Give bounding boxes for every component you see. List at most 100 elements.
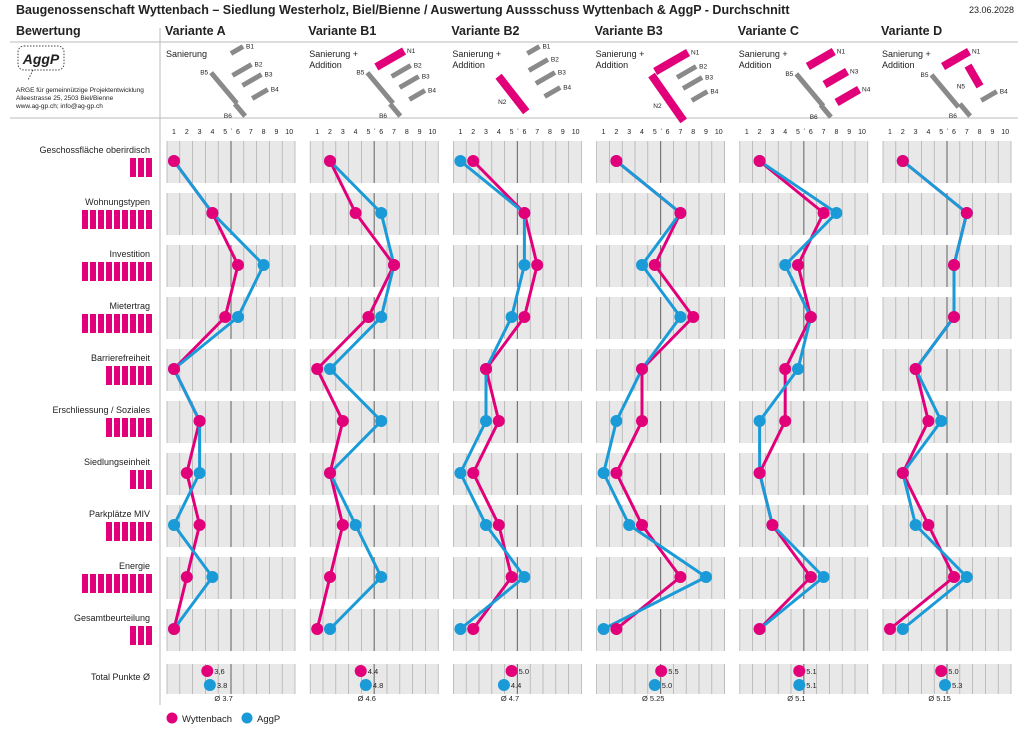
x-tick-label: 4 [497, 129, 501, 136]
series-line-aggp [602, 159, 708, 631]
total-value: 5.0 [948, 667, 958, 676]
legend-swatch [241, 712, 253, 724]
x-tick-label: 1 [745, 129, 749, 136]
data-point-wyttenbach [232, 259, 244, 271]
x-tick-label: 8 [691, 129, 695, 136]
weight-bar [146, 262, 152, 281]
weight-bar [146, 574, 152, 593]
data-point-wyttenbach [336, 415, 349, 427]
weight-bar [138, 574, 144, 593]
weight-bar [138, 262, 144, 281]
building-b2 [527, 57, 550, 73]
data-point-aggp [454, 467, 467, 479]
data-point-aggp [518, 259, 531, 271]
series-line-aggp [758, 159, 838, 631]
data-point-wyttenbach [492, 415, 505, 427]
weight-bar [90, 210, 96, 229]
building-b2 [390, 63, 412, 79]
data-point-wyttenbach [960, 207, 973, 219]
x-tick-label: 1 [888, 129, 892, 136]
x-tick-label: 9 [274, 129, 278, 136]
variant-description: Sanierung + Addition [309, 49, 358, 70]
building-label: B4 [710, 89, 718, 96]
variant-description: Sanierung + Addition [596, 49, 645, 70]
x-tick-label: 4 [354, 129, 358, 136]
weight-bar [130, 522, 136, 541]
data-point-wyttenbach [467, 467, 480, 479]
weight-bar [90, 574, 96, 593]
data-point-wyttenbach [180, 467, 193, 479]
x-tick-label: 5 [223, 129, 227, 136]
tick-separator: ' [374, 129, 375, 135]
data-point-wyttenbach [753, 155, 766, 167]
x-tick-label: 9 [418, 129, 422, 136]
data-point-wyttenbach [804, 571, 817, 583]
variant-description: Sanierung + Addition [882, 49, 931, 70]
total-value: 4.8 [373, 681, 383, 690]
address-line: Alleestrasse 25, 2503 Biel/Bienne [16, 95, 114, 102]
data-point-wyttenbach [505, 571, 518, 583]
x-tick-label: 8 [548, 129, 552, 136]
x-tick-label: 5 [796, 129, 800, 136]
series-line-wyttenbach [315, 160, 396, 630]
weight-bar [82, 262, 88, 281]
x-tick-label: 6 [236, 129, 240, 136]
x-tick-label: 1 [458, 129, 462, 136]
weight-bar [146, 158, 152, 177]
criterion-label: Barrierefreiheit [91, 353, 151, 363]
weight-bar [130, 158, 136, 177]
weight-bar [130, 314, 136, 333]
building-label: B5 [200, 70, 208, 77]
data-point-aggp [935, 415, 948, 427]
data-point-aggp [817, 571, 830, 583]
data-point-wyttenbach [948, 259, 960, 271]
total-point-aggp [793, 679, 806, 691]
weight-bar [130, 574, 136, 593]
data-point-wyttenbach [804, 311, 817, 323]
weight-bar [106, 366, 112, 385]
building-b5 [794, 72, 826, 108]
weight-bar [106, 418, 112, 437]
data-point-wyttenbach [948, 571, 960, 583]
x-tick-label: 6 [666, 129, 670, 136]
weight-bar [130, 470, 136, 489]
tick-separator: ' [231, 129, 232, 135]
weight-bar [122, 314, 128, 333]
criterion-label: Geschossfläche oberirdisch [39, 145, 150, 155]
total-point-wyttenbach [354, 665, 367, 677]
data-point-wyttenbach [674, 207, 687, 219]
building-label: B1 [542, 44, 550, 51]
data-point-wyttenbach [324, 155, 336, 167]
data-point-aggp [753, 415, 766, 427]
total-value: 5.3 [952, 681, 962, 690]
data-point-aggp [324, 623, 336, 635]
building-label: N1 [972, 49, 981, 56]
weight-bar [106, 262, 112, 281]
data-point-aggp [623, 519, 636, 531]
weight-bar [98, 314, 104, 333]
building-b2 [675, 64, 698, 80]
legend-label: Wyttenbach [182, 714, 232, 725]
x-tick-label: 1 [602, 129, 606, 136]
data-point-wyttenbach [753, 467, 766, 479]
data-point-wyttenbach [636, 415, 648, 427]
logo-bubble [17, 45, 65, 71]
series-line-aggp [901, 159, 969, 631]
data-point-wyttenbach [388, 259, 400, 271]
building-label: N5 [957, 83, 966, 90]
data-point-aggp [960, 571, 973, 583]
weight-bar [90, 262, 96, 281]
series-line-aggp [172, 160, 266, 630]
x-tick-label: 2 [328, 129, 332, 136]
data-point-wyttenbach [922, 519, 935, 531]
data-point-wyttenbach [168, 363, 180, 375]
building-label: B4 [1000, 89, 1008, 96]
x-tick-label: 8 [834, 129, 838, 136]
data-point-wyttenbach [792, 259, 804, 271]
x-tick-label: 10 [715, 129, 723, 136]
data-point-aggp [168, 519, 180, 531]
data-point-wyttenbach [687, 311, 700, 323]
building-label: N1 [837, 49, 846, 56]
x-tick-label: 4 [640, 129, 644, 136]
